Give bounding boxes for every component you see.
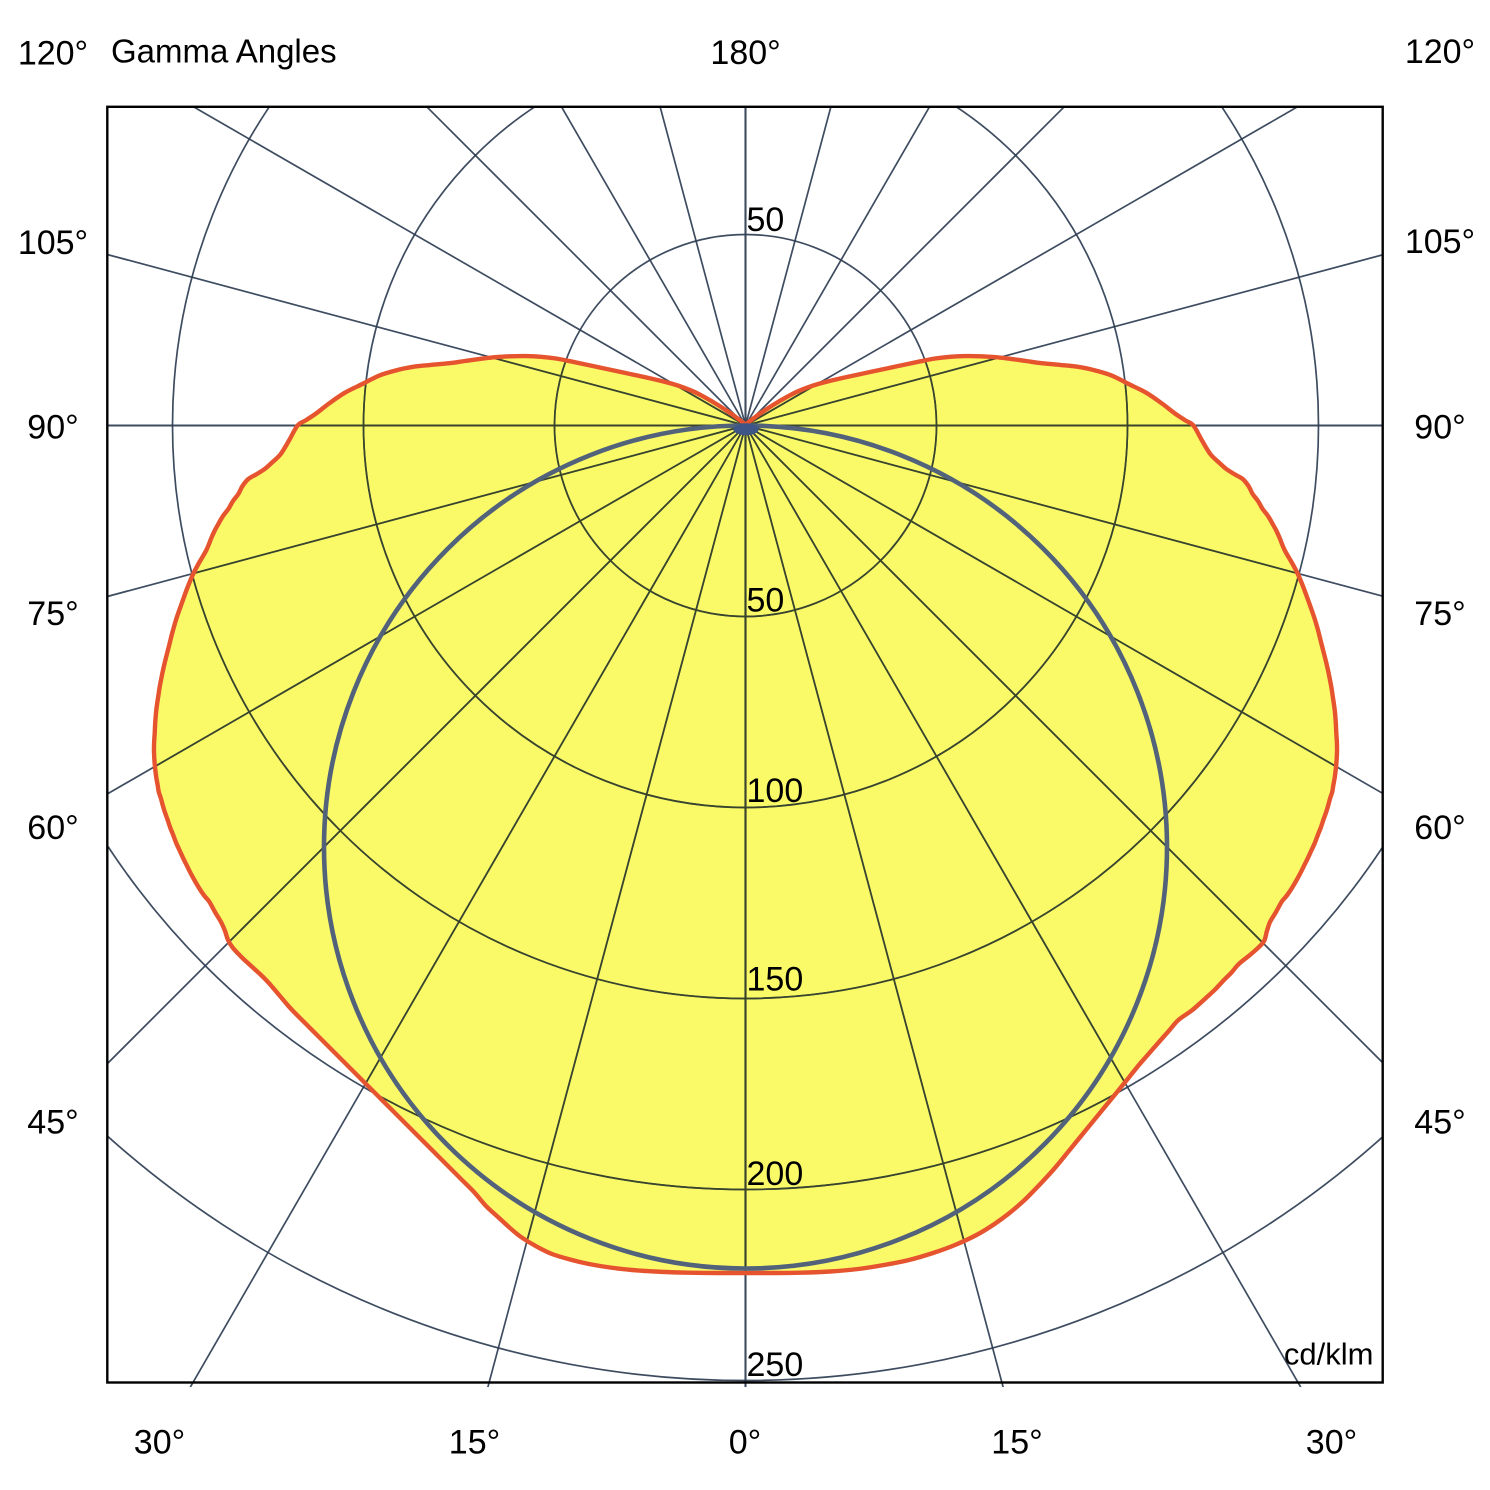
svg-text:150: 150 <box>747 960 804 998</box>
svg-text:60°: 60° <box>1414 809 1465 847</box>
svg-text:105°: 105° <box>1405 223 1475 261</box>
svg-text:30°: 30° <box>134 1424 185 1462</box>
svg-text:120°: 120° <box>18 35 88 73</box>
svg-text:cd/klm: cd/klm <box>1284 1337 1374 1372</box>
svg-text:50: 50 <box>747 582 785 620</box>
svg-text:75°: 75° <box>27 595 78 633</box>
svg-text:100: 100 <box>747 772 804 810</box>
svg-text:Gamma Angles: Gamma Angles <box>111 33 337 70</box>
svg-text:75°: 75° <box>1414 595 1465 633</box>
svg-text:250: 250 <box>747 1346 804 1384</box>
svg-text:0°: 0° <box>729 1424 762 1462</box>
svg-text:200: 200 <box>747 1155 804 1193</box>
svg-text:90°: 90° <box>1414 409 1465 447</box>
svg-text:105°: 105° <box>18 224 88 262</box>
svg-text:45°: 45° <box>1414 1104 1465 1142</box>
svg-text:120°: 120° <box>1405 33 1475 71</box>
svg-text:15°: 15° <box>991 1424 1042 1462</box>
svg-text:15°: 15° <box>449 1424 500 1462</box>
svg-text:30°: 30° <box>1306 1424 1357 1462</box>
svg-text:180°: 180° <box>710 34 780 72</box>
svg-text:45°: 45° <box>27 1104 78 1142</box>
svg-text:50: 50 <box>747 201 785 239</box>
svg-text:60°: 60° <box>27 809 78 847</box>
svg-text:90°: 90° <box>27 409 78 447</box>
